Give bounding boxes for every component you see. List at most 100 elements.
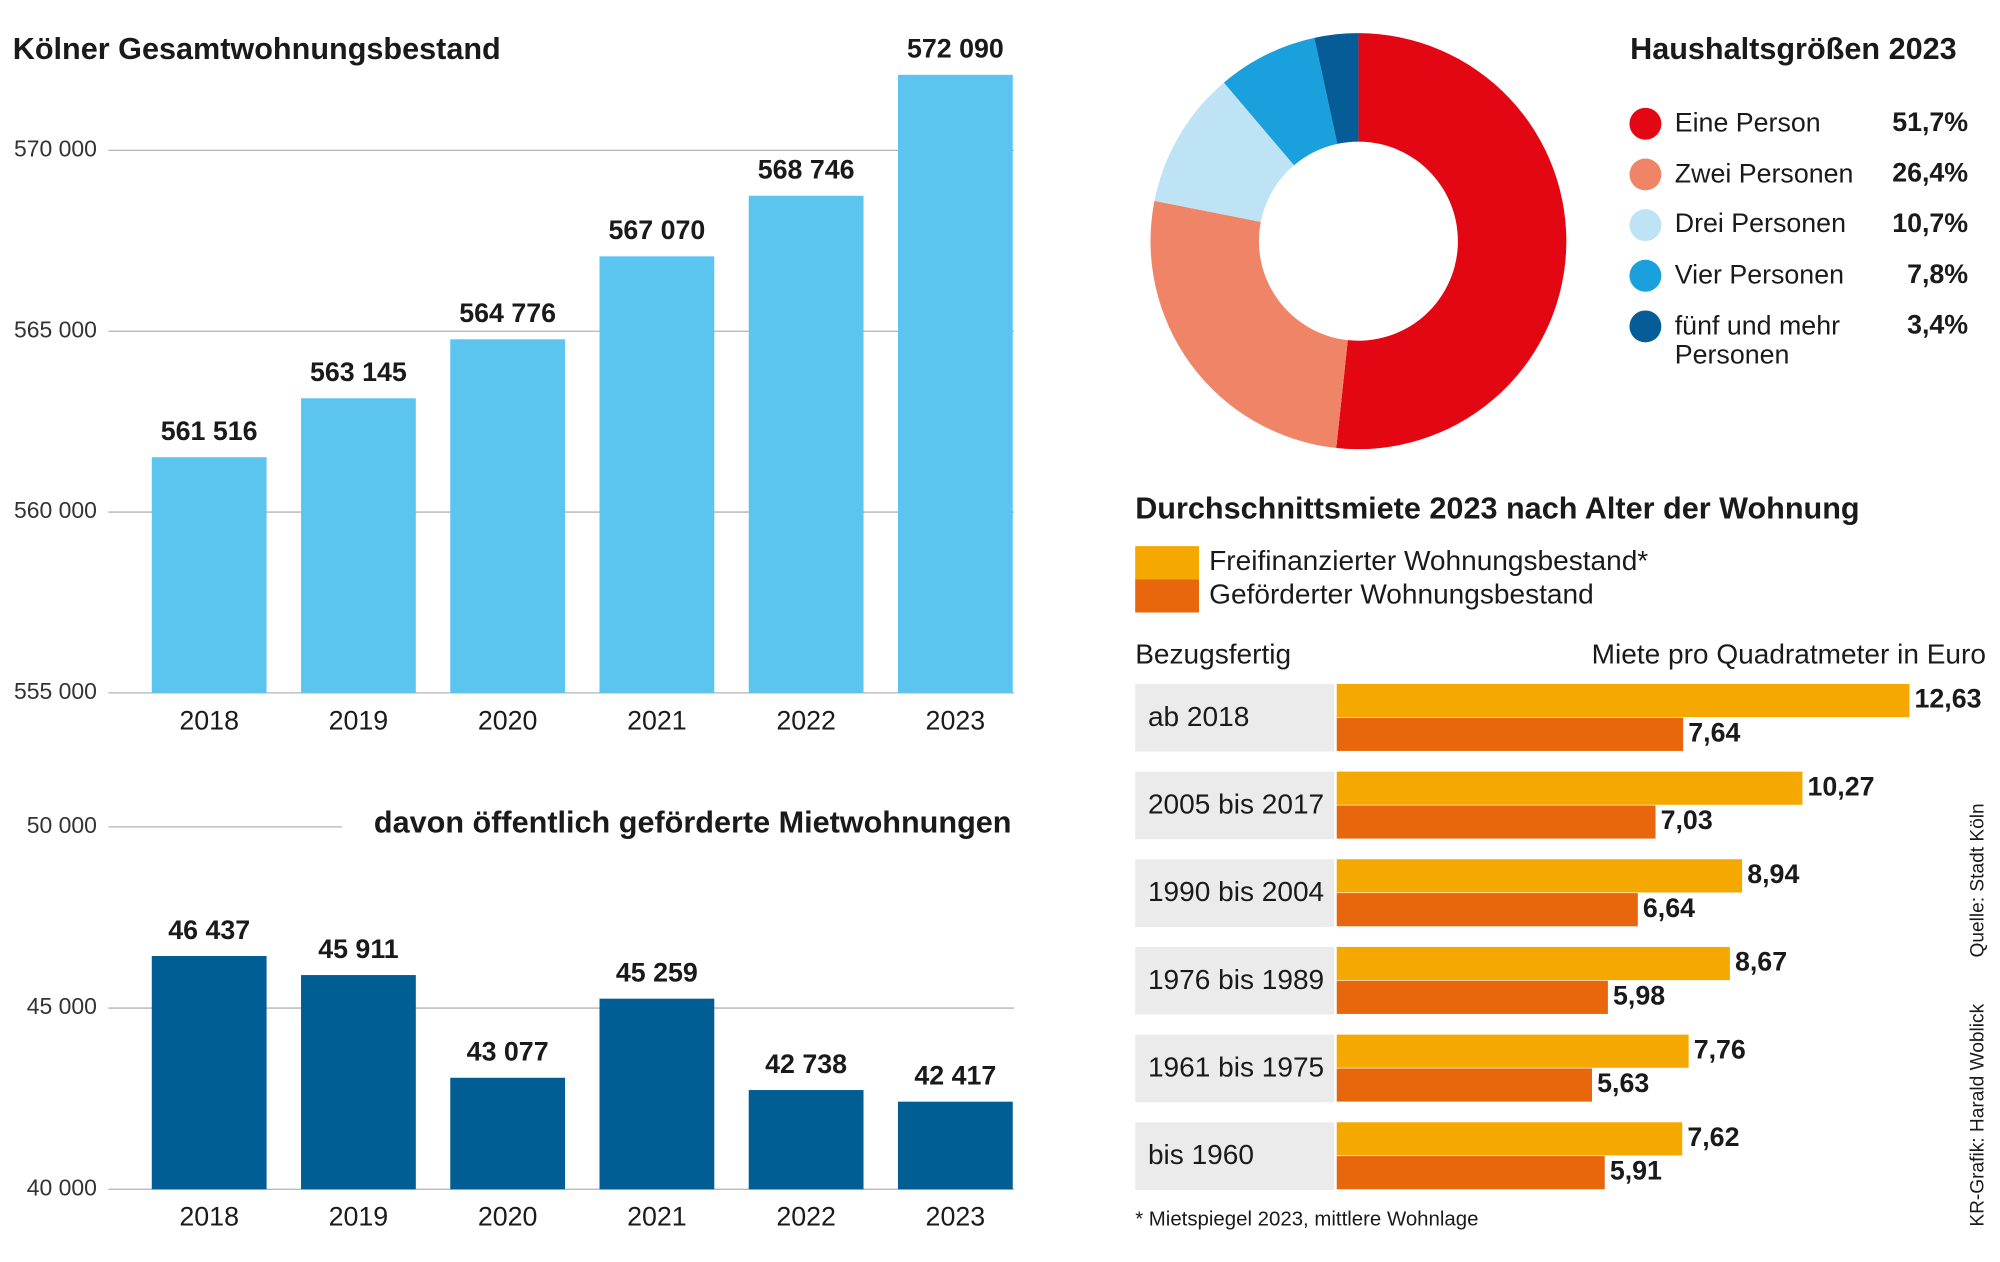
legend-label: Zwei Personen — [1674, 159, 1854, 189]
bar — [599, 998, 715, 1190]
category-box — [1135, 1034, 1335, 1103]
y-tick-label: 2005 bis 2017 — [1148, 788, 1324, 819]
legend-swatch — [1629, 259, 1662, 292]
data-label: 5,63 — [1597, 1068, 1649, 1098]
bar — [1336, 717, 1684, 751]
bar — [1336, 1122, 1683, 1156]
legend-swatch — [1629, 310, 1662, 343]
data-label: 561 516 — [161, 416, 258, 446]
credit: KR-Grafik: Harald Woblick — [1967, 1003, 1988, 1226]
y-tick-label: 1961 bis 1975 — [1148, 1051, 1324, 1082]
legend-label-box: Zwei Personen — [1674, 159, 1854, 189]
footnote: * Mietspiegel 2023, mittlere Wohnlage — [1135, 1208, 1478, 1230]
legend-label-box: Vier Personen — [1674, 260, 1845, 290]
x-tick-label: 2023 — [926, 705, 986, 735]
data-label: 8,67 — [1735, 947, 1787, 977]
x-tick-label: 2019 — [329, 1202, 389, 1232]
legend-label-box: Eine Person — [1675, 108, 1821, 137]
legend-value: 3,4% — [1907, 309, 1968, 339]
category-box — [1135, 683, 1335, 752]
legend-value: 51,7% — [1892, 107, 1968, 137]
data-label: 7,62 — [1687, 1122, 1739, 1152]
bar — [1336, 771, 1803, 805]
bar — [1336, 980, 1608, 1014]
data-label: 563 145 — [310, 357, 407, 387]
bar — [1336, 1068, 1593, 1102]
category-box — [1135, 859, 1335, 927]
y-tick-label: 560 000 — [14, 497, 97, 523]
data-label: 5,91 — [1610, 1156, 1662, 1186]
bar — [599, 256, 715, 693]
bar — [1336, 805, 1656, 839]
x-tick-label: 2023 — [926, 1202, 986, 1232]
bar — [151, 955, 267, 1190]
legend-value: 10,7% — [1892, 208, 1968, 238]
bar — [450, 1077, 566, 1190]
bar — [1336, 893, 1638, 927]
data-label: 567 070 — [608, 215, 705, 245]
legend-label-box: fünf und mehr Personen — [1674, 311, 1841, 370]
donut-slice — [1150, 200, 1348, 448]
data-label: 8,94 — [1747, 859, 1799, 889]
bar — [748, 195, 864, 693]
legend-label: fünf und mehr Personen — [1674, 311, 1841, 370]
bar — [1336, 1034, 1689, 1068]
data-label: 10,27 — [1808, 771, 1875, 801]
y-tick-label: ab 2018 — [1148, 701, 1249, 732]
data-label: 42 417 — [914, 1061, 996, 1091]
chart-title: Kölner Gesamtwohnungsbestand — [13, 32, 501, 66]
marks-group: 555 000 560 000 565 000 570 000 561 516 2018 5… — [14, 33, 1982, 1232]
category-box — [1135, 1122, 1335, 1190]
x-tick-label: 2022 — [776, 1202, 836, 1232]
bar — [450, 339, 566, 693]
x-tick-label: 2019 — [329, 705, 389, 735]
data-label: 45 911 — [318, 934, 399, 964]
x-tick-label: 2021 — [627, 705, 687, 735]
legend-swatch — [1629, 107, 1662, 140]
donut-slice — [1336, 33, 1567, 450]
x-tick-label: 2020 — [478, 1202, 538, 1232]
bar — [897, 1101, 1013, 1190]
donut-slice — [1223, 37, 1338, 166]
bar — [301, 975, 416, 1190]
x-tick-label: 2022 — [776, 705, 836, 735]
bar — [1336, 946, 1730, 981]
data-label: 7,03 — [1661, 805, 1713, 835]
category-box — [1135, 771, 1335, 840]
bar — [151, 457, 267, 693]
bar — [301, 398, 416, 693]
donut-slice — [1314, 33, 1359, 144]
y-tick-label: 45 000 — [27, 993, 97, 1019]
data-label: 5,98 — [1613, 980, 1665, 1010]
title-backdrop — [341, 798, 1025, 853]
data-label: 7,64 — [1688, 717, 1740, 747]
y-tick-label: bis 1960 — [1148, 1139, 1254, 1170]
x-tick-label: 2021 — [627, 1202, 687, 1232]
category-box — [1135, 946, 1335, 1015]
legend-label: Freifinanzierter Wohnungsbestand* — [1209, 545, 1648, 576]
bar — [897, 74, 1013, 693]
legend-value: 26,4% — [1892, 158, 1968, 188]
data-label: 45 259 — [616, 958, 698, 988]
legend-value: 7,8% — [1907, 259, 1968, 289]
data-label: 42 738 — [765, 1049, 847, 1079]
x-axis-label: Miete pro Quadratmeter in Euro — [1592, 638, 1986, 669]
legend-label: Vier Personen — [1674, 260, 1845, 290]
y-tick-label: 40 000 — [27, 1174, 97, 1200]
donut-slice — [1154, 82, 1295, 222]
y-tick-label: 555 000 — [14, 678, 97, 704]
legend-swatch — [1135, 546, 1199, 580]
bar — [1336, 859, 1743, 893]
legend-swatch — [1629, 209, 1662, 242]
y-tick-label: 1990 bis 2004 — [1148, 876, 1324, 907]
y-tick-label: 50 000 — [27, 812, 97, 838]
data-label: 43 077 — [467, 1037, 549, 1067]
y-tick-label: 1976 bis 1989 — [1148, 964, 1324, 995]
chart-title: Haushaltsgrößen 2023 — [1630, 32, 1957, 66]
legend-swatch — [1629, 158, 1662, 191]
y-axis-label: Bezugsfertig — [1135, 638, 1291, 669]
bar — [1336, 683, 1910, 718]
data-label: 572 090 — [907, 34, 1004, 64]
